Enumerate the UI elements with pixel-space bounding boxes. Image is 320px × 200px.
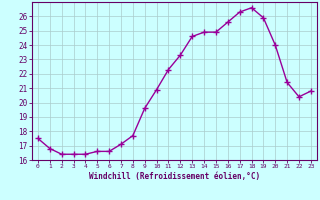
X-axis label: Windchill (Refroidissement éolien,°C): Windchill (Refroidissement éolien,°C) bbox=[89, 172, 260, 181]
